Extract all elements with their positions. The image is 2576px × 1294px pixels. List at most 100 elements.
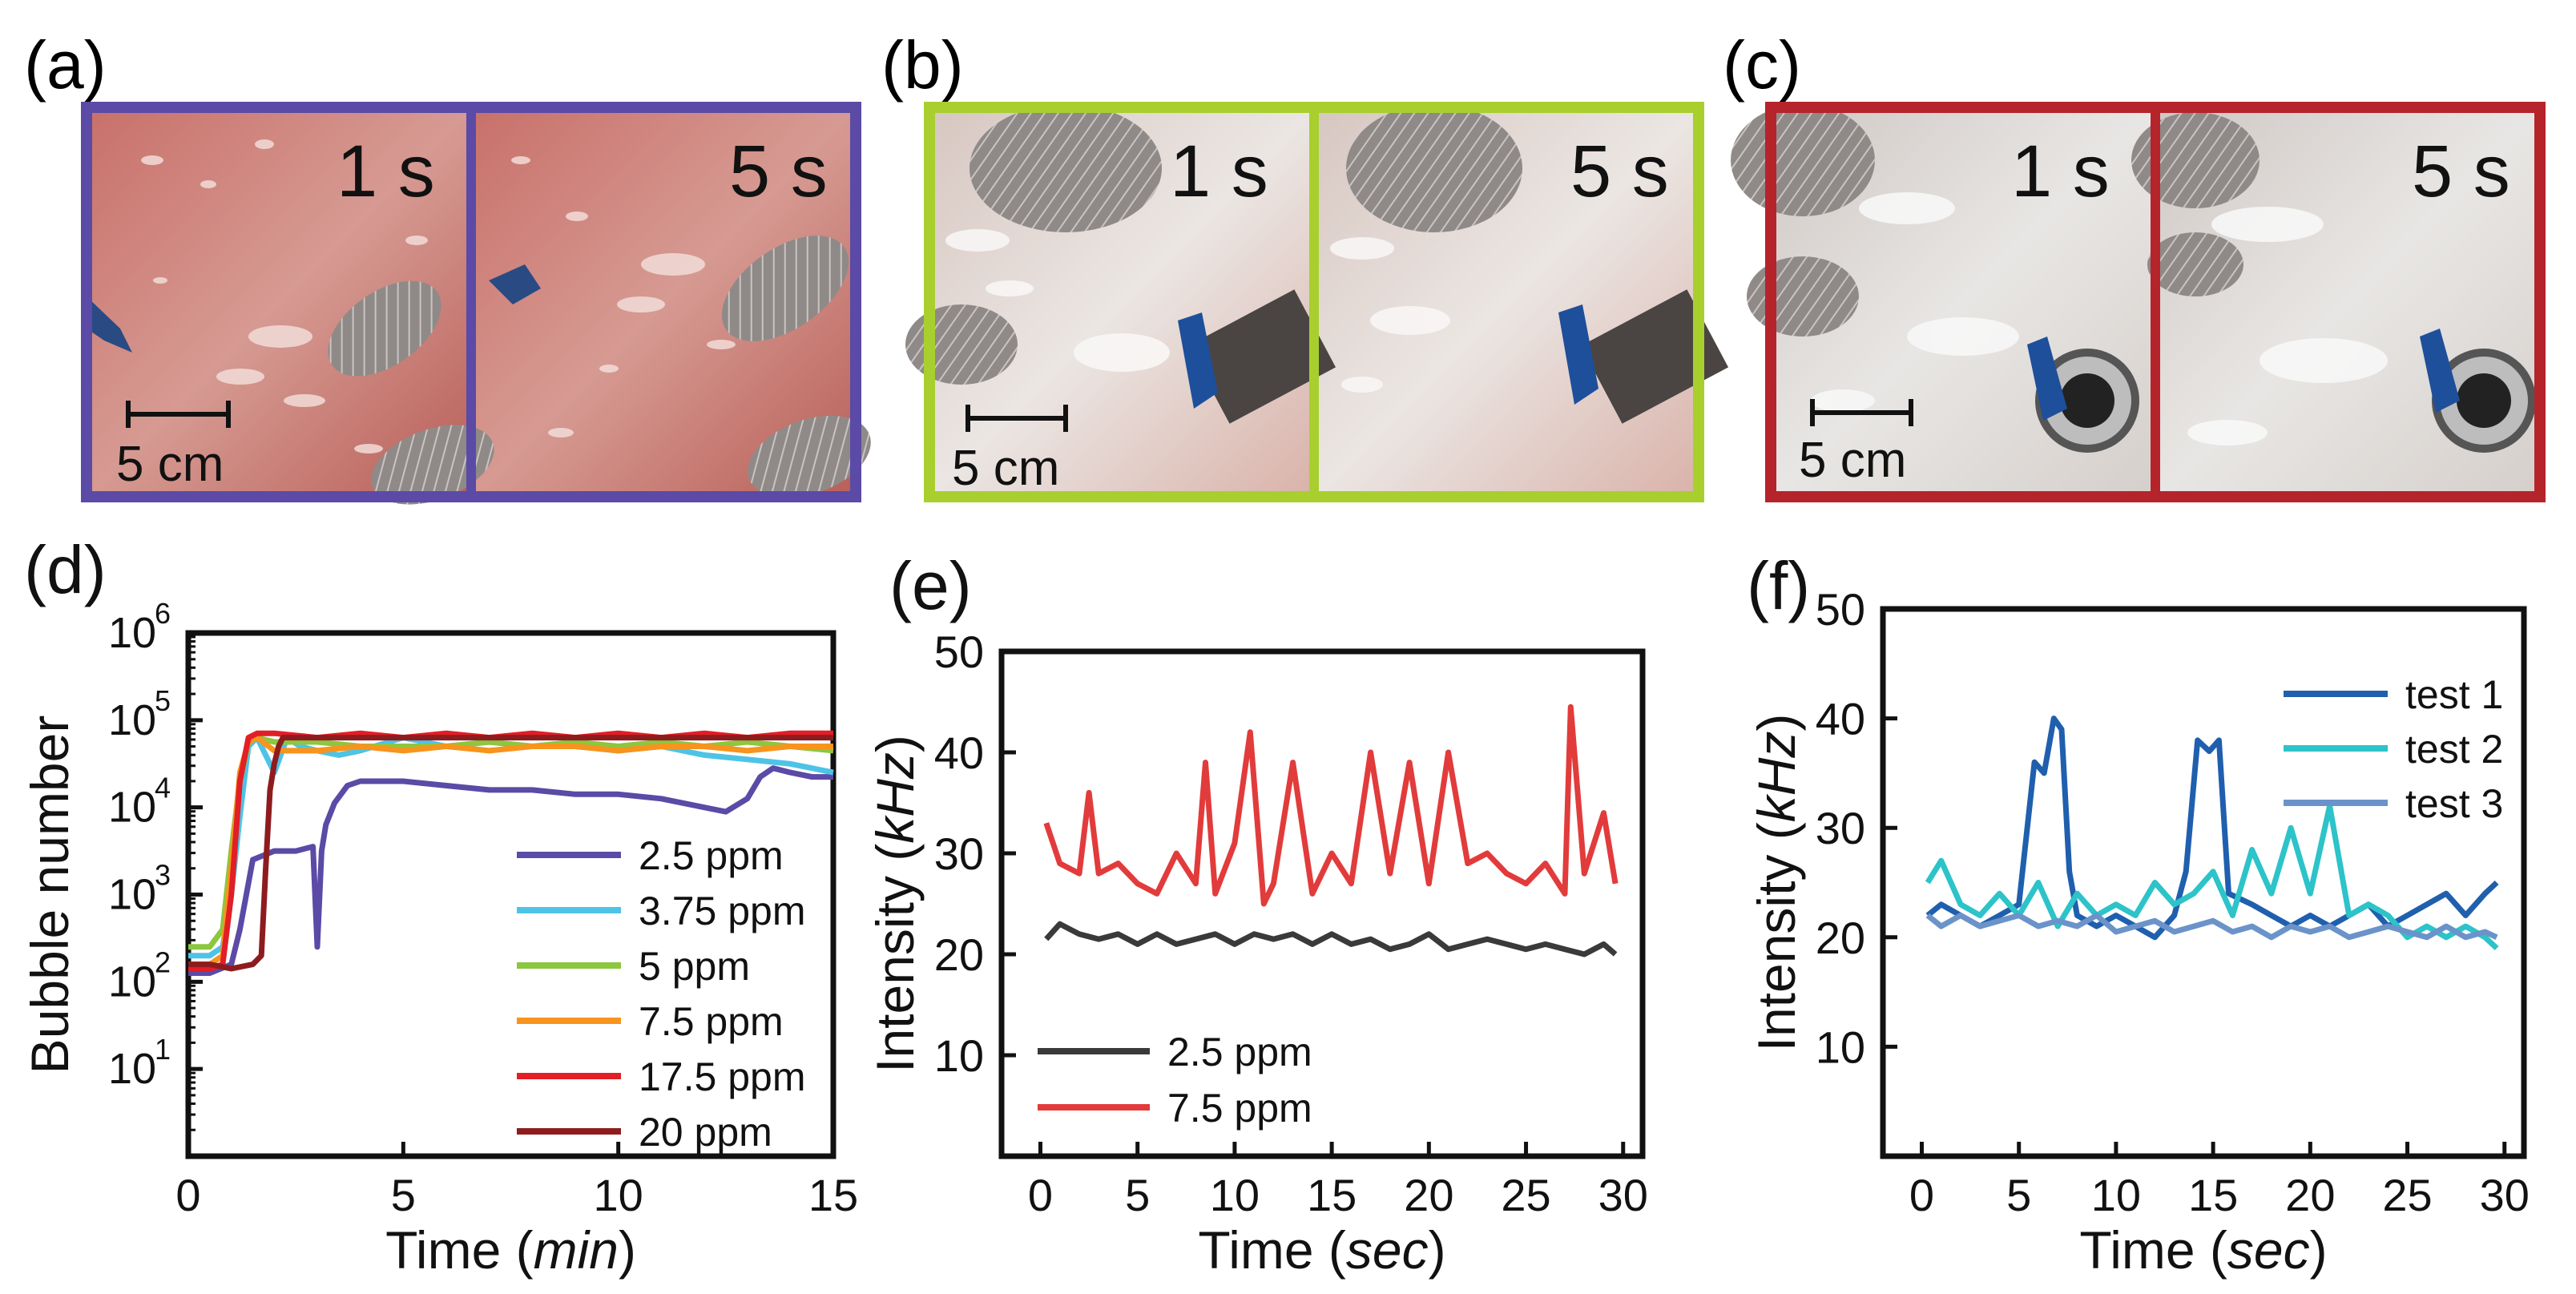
label-part-0: Time (: [385, 1220, 534, 1280]
panel-a: (a) 1 s 5 s 5 cm: [24, 27, 871, 505]
plot-frame-f: [1880, 606, 2527, 1159]
fitting-c-2-bore: [2457, 373, 2511, 428]
x-tick-label-e-1: 5: [1125, 1170, 1150, 1220]
time-label-a-1s: 1 s: [337, 131, 435, 212]
x-tick-label-f-4: 20: [2285, 1170, 2335, 1220]
label-part-1: sec: [1346, 1220, 1429, 1280]
series-line-e-1: [1043, 703, 1619, 907]
legend-label-f-0: test 1: [2405, 672, 2503, 717]
y-tick-label-d-2: 10: [108, 871, 156, 919]
time-label-c-1s: 1 s: [2011, 131, 2110, 212]
y-tick-exponent-d-2: 3: [155, 859, 171, 892]
legend-label-e-1: 7.5 ppm: [1167, 1086, 1312, 1131]
clamp-b-2: [1558, 304, 1598, 405]
clamp-a-2: [489, 264, 541, 304]
hose-a-3: [721, 236, 849, 341]
label-part-2: ): [1747, 714, 1806, 732]
x-tick-label-f-6: 30: [2480, 1170, 2530, 1220]
fitting-c-1-bore: [2060, 373, 2114, 428]
probe-b-2: [1580, 289, 1729, 424]
scale-bar-a: [126, 401, 231, 428]
x-tick-label-f-5: 25: [2382, 1170, 2432, 1220]
y-tick-exponent-d-4: 5: [155, 684, 171, 717]
label-part-2: ): [1429, 1220, 1446, 1280]
clamp-c-2: [2420, 329, 2460, 413]
series-line-d-5: [188, 735, 833, 972]
y-tick-label-f-3: 40: [1816, 694, 1865, 744]
y-tick-label-d-5: 10: [108, 609, 156, 657]
label-part-0: Time (: [2079, 1220, 2227, 1280]
y-tick-label-d-1: 10: [108, 957, 156, 1006]
panel-c-label: (c): [1723, 27, 1801, 103]
y-tick-label-e-3: 40: [934, 728, 984, 778]
probe-b-1: [1187, 289, 1336, 424]
series-line-e-0: [1044, 921, 1618, 957]
hose-a-4: [748, 415, 871, 498]
hose-a-2: [371, 425, 494, 505]
y-axis-label-e: Intensity (kHz): [865, 735, 925, 1073]
clamp-a-1: [87, 296, 132, 353]
hose-c-3: [2131, 112, 2260, 208]
y-tick-label-e-0: 10: [934, 1030, 984, 1081]
x-tick-label-f-3: 15: [2188, 1170, 2238, 1220]
x-tick-label-e-2: 10: [1210, 1170, 1260, 1220]
x-tick-label-f-0: 0: [1909, 1170, 1934, 1220]
y-axis-label-d: Bubble number: [20, 716, 79, 1074]
y-axis-label-f: Intensity (kHz): [1747, 714, 1806, 1052]
hose-c-4: [2147, 232, 2243, 296]
x-tick-label-e-3: 15: [1307, 1170, 1357, 1220]
y-tick-label-d-4: 10: [108, 696, 156, 744]
time-label-c-5s: 5 s: [2412, 131, 2510, 212]
y-tick-label-d-0: 10: [108, 1045, 156, 1093]
label-part-0: Bubble number: [20, 716, 79, 1074]
x-tick-label-f-1: 5: [2006, 1170, 2031, 1220]
x-axis-label-d: Time (min): [385, 1220, 636, 1280]
y-tick-label-f-0: 10: [1816, 1022, 1865, 1072]
label-part-1: min: [534, 1220, 619, 1280]
panel-label-e: (e): [889, 548, 972, 623]
y-tick-exponent-d-0: 1: [155, 1033, 171, 1066]
y-tick-label-d-3: 10: [108, 784, 156, 832]
panel-a-label: (a): [24, 27, 107, 103]
label-part-0: Time (: [1198, 1220, 1346, 1280]
time-label-b-5s: 5 s: [1570, 131, 1669, 212]
legend-label-f-1: test 2: [2405, 727, 2503, 772]
label-part-1: kHz: [865, 752, 925, 844]
scale-bar-c: [1810, 399, 1913, 426]
series-line-f-1: [1925, 803, 2499, 951]
x-tick-label-e-5: 25: [1501, 1170, 1550, 1220]
plot-frame-e: [998, 648, 1646, 1159]
legend-label-d-2: 5 ppm: [639, 944, 750, 989]
x-axis-label-e: Time (sec): [1198, 1220, 1445, 1280]
x-tick-label-e-0: 0: [1028, 1170, 1053, 1220]
time-label-b-1s: 1 s: [1170, 131, 1268, 212]
label-part-0: Intensity (: [1747, 822, 1806, 1051]
bubble-texture-c: [1811, 192, 2388, 445]
x-tick-label-e-4: 20: [1404, 1170, 1453, 1220]
panel-b-label: (b): [881, 27, 964, 103]
series-line-f-2: [1925, 913, 2498, 941]
label-part-1: sec: [2227, 1220, 2310, 1280]
hose-b-1: [970, 104, 1162, 232]
time-label-a-5s: 5 s: [729, 131, 828, 212]
x-tick-label-d-3: 15: [808, 1170, 858, 1220]
y-tick-label-e-2: 30: [934, 828, 984, 879]
y-tick-label-f-2: 30: [1816, 803, 1865, 853]
bubble-texture-b: [942, 229, 1450, 393]
scale-label-c: 5 cm: [1799, 433, 1906, 488]
clamp-c-1: [2027, 337, 2067, 421]
x-axis-label-f: Time (sec): [2079, 1220, 2327, 1280]
y-tick-label-f-4: 50: [1816, 584, 1865, 635]
y-tick-exponent-d-1: 2: [155, 945, 171, 978]
legend-label-d-4: 17.5 ppm: [639, 1054, 805, 1099]
hose-a-1: [328, 280, 441, 377]
label-part-2: ): [2310, 1220, 2328, 1280]
x-tick-label-e-6: 30: [1598, 1170, 1648, 1220]
x-tick-label-d-2: 10: [594, 1170, 643, 1220]
legend-label-f-2: test 3: [2405, 781, 2503, 826]
y-tick-label-e-1: 20: [934, 929, 984, 980]
